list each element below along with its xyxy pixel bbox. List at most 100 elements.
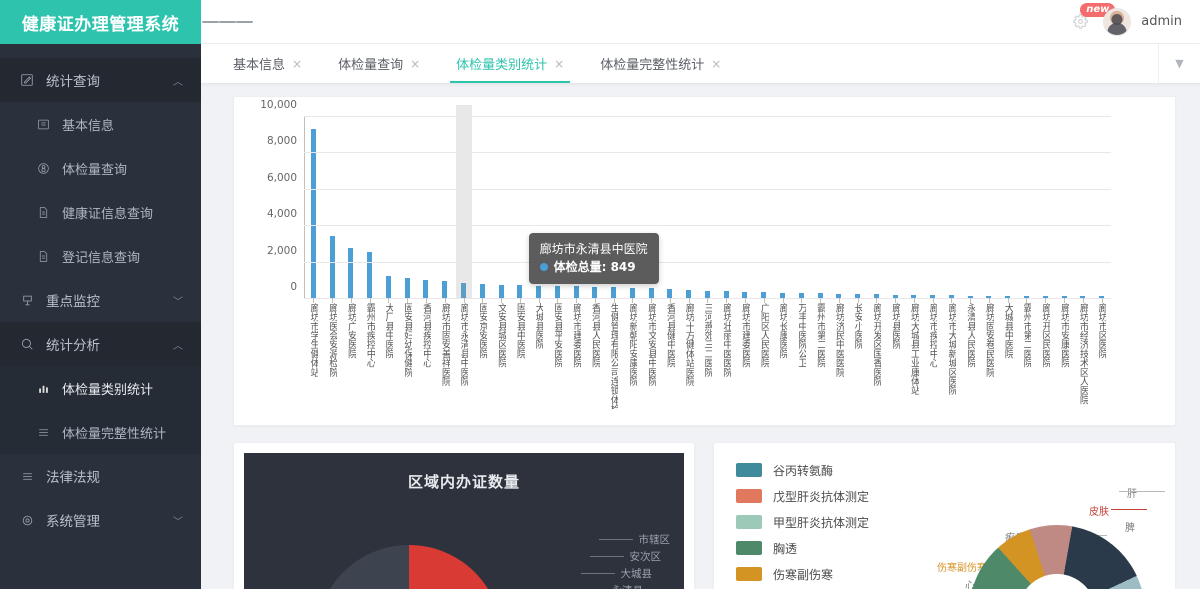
bar-column-2[interactable] [342,117,361,298]
bar-column-29[interactable] [848,117,867,298]
bar-column-33[interactable] [923,117,942,298]
close-icon[interactable]: × [410,56,421,71]
bar-column-1[interactable] [323,117,342,298]
tab-3[interactable]: 体检量完整性统计 × [582,44,739,83]
bar-column-37[interactable] [998,117,1017,298]
tooltip-value-row: 体检总量: 849 [539,258,648,276]
pie-slices [316,545,502,589]
bar-column-41[interactable] [1073,117,1092,298]
bar-column-42[interactable] [1092,117,1111,298]
bar-column-32[interactable] [905,117,924,298]
bar-26 [798,292,804,298]
bar-column-40[interactable] [1055,117,1074,298]
bar-column-8[interactable] [454,105,473,298]
legend-item-2[interactable]: 甲型肝炎抗体测定 [736,509,1175,535]
x-tick [763,298,765,303]
legend-item-0[interactable]: 谷丙转氨酶 [736,457,1175,483]
x-tick [669,298,671,303]
x-label-1: 廊坊医会安源检院 [323,298,342,413]
bar-column-27[interactable] [811,117,830,298]
x-tick [707,298,709,303]
hamburger-icon[interactable] [201,19,253,25]
sidebar-item-0-2[interactable]: 健康证信息查询 [0,190,201,234]
bar-column-22[interactable] [717,117,736,298]
legend-item-3[interactable]: 胸透 [736,535,1175,561]
avatar[interactable] [1103,7,1132,36]
bar-column-30[interactable] [867,117,886,298]
legend-item-1[interactable]: 戊型肝炎抗体测定 [736,483,1175,509]
close-icon[interactable]: × [711,56,722,71]
bar-column-17[interactable] [623,117,642,298]
chevron-down-icon[interactable]: ▼ [1158,44,1200,83]
x-label-28: 廊坊济民中医医院 [829,298,848,413]
sidebar-item-2-1[interactable]: 体检量完整性统计 [0,410,201,454]
x-label-26: 万丰中医院公卫 [792,298,811,413]
legend-label: 戊型肝炎抗体测定 [773,489,870,504]
tab-1[interactable]: 体检量查询 × [320,44,438,83]
bar-column-36[interactable] [980,117,999,298]
bar-3 [367,251,373,298]
bar-42 [1099,296,1105,298]
sidebar: 健康证办理管理系统 统计查询 ︿ 基本信息 体检量查询 健康证信息查询 登记信息查询 重点监… [0,0,201,589]
bar-column-16[interactable] [604,117,623,298]
x-tick [482,298,484,303]
sidebar-item-0-3[interactable]: 登记信息查询 [0,234,201,278]
sidebar-item-label: 体检量查询 [62,162,128,178]
x-label-4: 大厂县中医院 [379,298,398,413]
tab-0[interactable]: 基本信息 × [215,44,320,83]
bar-column-39[interactable] [1036,117,1055,298]
sidebar-group-0[interactable]: 统计查询 ︿ [0,58,201,102]
bar-column-15[interactable] [585,117,604,298]
bar-41 [1080,296,1086,298]
sidebar-submenu-2: 体检量类别统计 体检量完整性统计 [0,366,201,454]
sidebar-item-0-0[interactable]: 基本信息 [0,102,201,146]
bar-column-11[interactable] [510,117,529,298]
legend-item-4[interactable]: 伤寒副伤寒 [736,561,1175,587]
bar-column-31[interactable] [886,117,905,298]
bar-chart-card: 0 2,000 4,000 6,000 8,000 10,000 廊坊市学生健体站 廊坊医会… [233,96,1176,426]
bar-column-21[interactable] [698,117,717,298]
bar-column-38[interactable] [1017,117,1036,298]
gear-icon[interactable]: new [1067,2,1116,35]
x-label-10: 文安县城区医院 [492,298,511,413]
close-icon[interactable]: × [292,56,303,71]
bar-column-28[interactable] [829,117,848,298]
x-label-text: 长安小医院 [852,303,863,350]
sidebar-group-2[interactable]: 统计分析 ︿ [0,322,201,366]
tooltip-value: 体检总量: 849 [553,260,636,274]
x-label-14: 廊坊市建委医院 [567,298,586,413]
sidebar-group-4[interactable]: 系统管理 ﹀ [0,498,201,542]
edit-square-icon [18,73,36,87]
tab-2[interactable]: 体检量类别统计 × [438,44,582,83]
bar-column-12[interactable] [529,117,548,298]
bar-column-13[interactable] [548,117,567,298]
bar-column-14[interactable] [567,117,586,298]
bar-column-19[interactable] [661,117,680,298]
sidebar-item-0-1[interactable]: 体检量查询 [0,146,201,190]
close-icon[interactable]: × [554,56,565,71]
bar-column-0[interactable] [304,117,323,298]
x-label-text: 廊坊市学生健体站 [308,303,319,377]
bar-column-3[interactable] [360,117,379,298]
bar-column-23[interactable] [736,117,755,298]
x-label-9: 固安京安医院 [473,298,492,413]
bar-column-18[interactable] [642,117,661,298]
bar-column-26[interactable] [792,117,811,298]
bar-column-4[interactable] [379,117,398,298]
bar-column-25[interactable] [773,117,792,298]
bar-column-34[interactable] [942,117,961,298]
bar-column-24[interactable] [754,117,773,298]
bar-column-20[interactable] [679,117,698,298]
bar-column-9[interactable] [473,117,492,298]
x-label-text: 廊坊广安医院 [346,303,356,359]
x-label-36: 廊坊固安卷民医院 [980,298,999,413]
bar-column-6[interactable] [417,117,436,298]
sidebar-group-1[interactable]: 重点监控 ﹀ [0,278,201,322]
bar-column-7[interactable] [435,117,454,298]
sidebar-group-3[interactable]: 法律法规 [0,454,201,498]
sidebar-item-2-0[interactable]: 体检量类别统计 [0,366,201,410]
bar-column-35[interactable] [961,117,980,298]
bar-column-5[interactable] [398,117,417,298]
bar-34 [948,295,954,298]
bar-column-10[interactable] [492,117,511,298]
